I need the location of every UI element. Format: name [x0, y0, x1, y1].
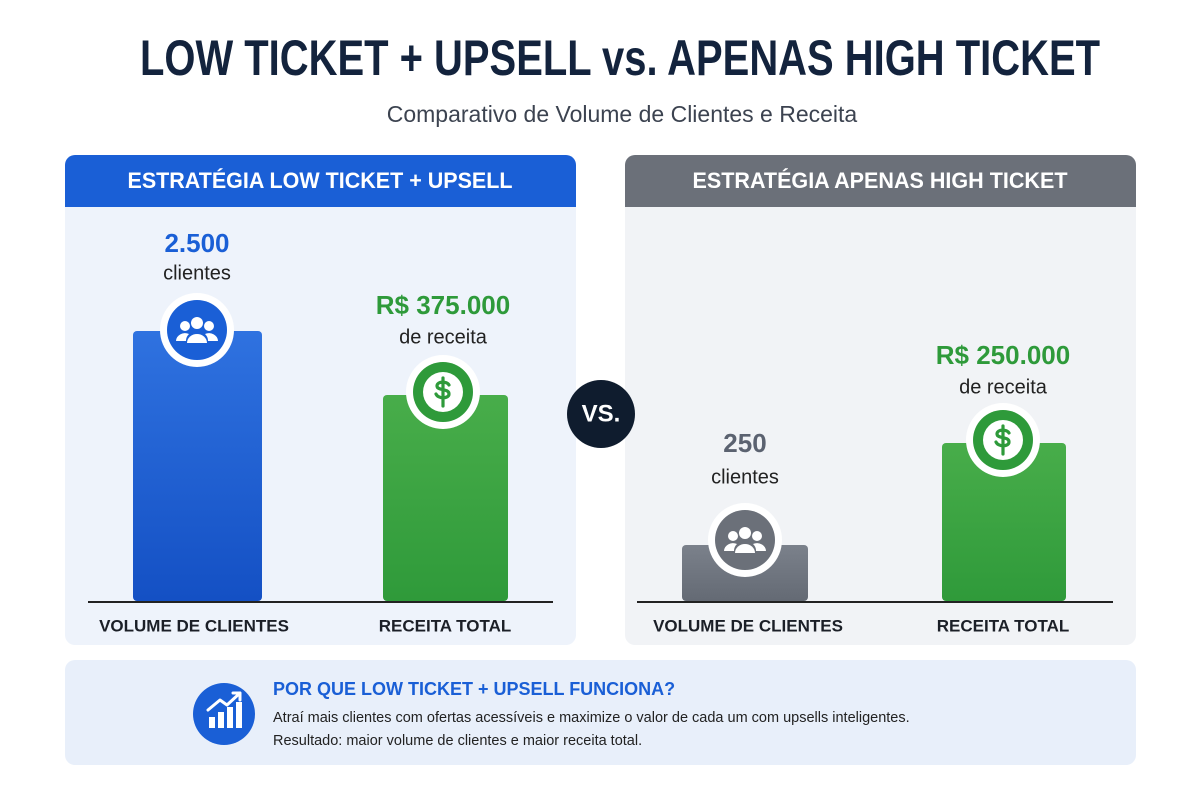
icon-bar [209, 717, 215, 728]
icon-head [191, 317, 203, 329]
bar-value: 2.500 [164, 228, 229, 258]
bar [942, 443, 1066, 601]
bar-label: RECEITA TOTAL [937, 616, 1070, 635]
subtitle: Comparativo de Volume de Clientes e Rece… [387, 101, 858, 127]
icon-disc [715, 510, 775, 570]
icon-head [728, 531, 738, 541]
icon-disc [167, 300, 227, 360]
icon-body [735, 544, 755, 553]
bar-caption: de receita [399, 326, 488, 348]
footer-box [65, 660, 1136, 765]
bar-label: RECEITA TOTAL [379, 616, 512, 635]
bar-value: R$ 250.000 [936, 340, 1070, 370]
icon-body [724, 543, 737, 551]
bar-value: R$ 375.000 [376, 290, 510, 320]
bar-label: VOLUME DE CLIENTES [653, 616, 843, 635]
icon-dollar [994, 424, 1011, 456]
vs-badge [567, 380, 635, 448]
icon-head [752, 531, 762, 541]
icon-head [204, 321, 214, 331]
footer-line: Atraí mais clientes com ofertas acessíve… [273, 710, 910, 726]
bar-caption: clientes [711, 466, 779, 488]
footer-line: Resultado: maior volume de clientes e ma… [273, 733, 642, 749]
icon-head [739, 527, 751, 539]
vs-text: VS. [582, 400, 621, 427]
title: LOW TICKET + UPSELL vs. APENAS HIGH TICK… [140, 30, 1100, 86]
icon-body [205, 333, 218, 341]
icon-bar [227, 707, 233, 728]
icon-bar [236, 702, 242, 728]
icon-dollar [434, 376, 451, 408]
panel-title: ESTRATÉGIA LOW TICKET + UPSELL [128, 168, 513, 193]
bar-value: 250 [723, 428, 766, 458]
panel-header [65, 155, 576, 207]
bar [133, 331, 262, 601]
footer-title: POR QUE LOW TICKET + UPSELL FUNCIONA? [273, 679, 675, 699]
icon-bar [218, 712, 224, 728]
icon-head [180, 321, 190, 331]
icon-body [176, 333, 189, 341]
panel-title: ESTRATÉGIA APENAS HIGH TICKET [693, 168, 1069, 193]
panel-header [625, 155, 1136, 207]
icon-arrow [206, 691, 242, 712]
bar-caption: de receita [959, 376, 1048, 398]
icons [160, 293, 1040, 577]
bar-label: VOLUME DE CLIENTES [99, 616, 289, 635]
icon-body [753, 543, 766, 551]
icon-body [187, 334, 207, 343]
chart-icon [209, 702, 242, 728]
bar-caption: clientes [163, 262, 231, 284]
bar [383, 395, 508, 601]
